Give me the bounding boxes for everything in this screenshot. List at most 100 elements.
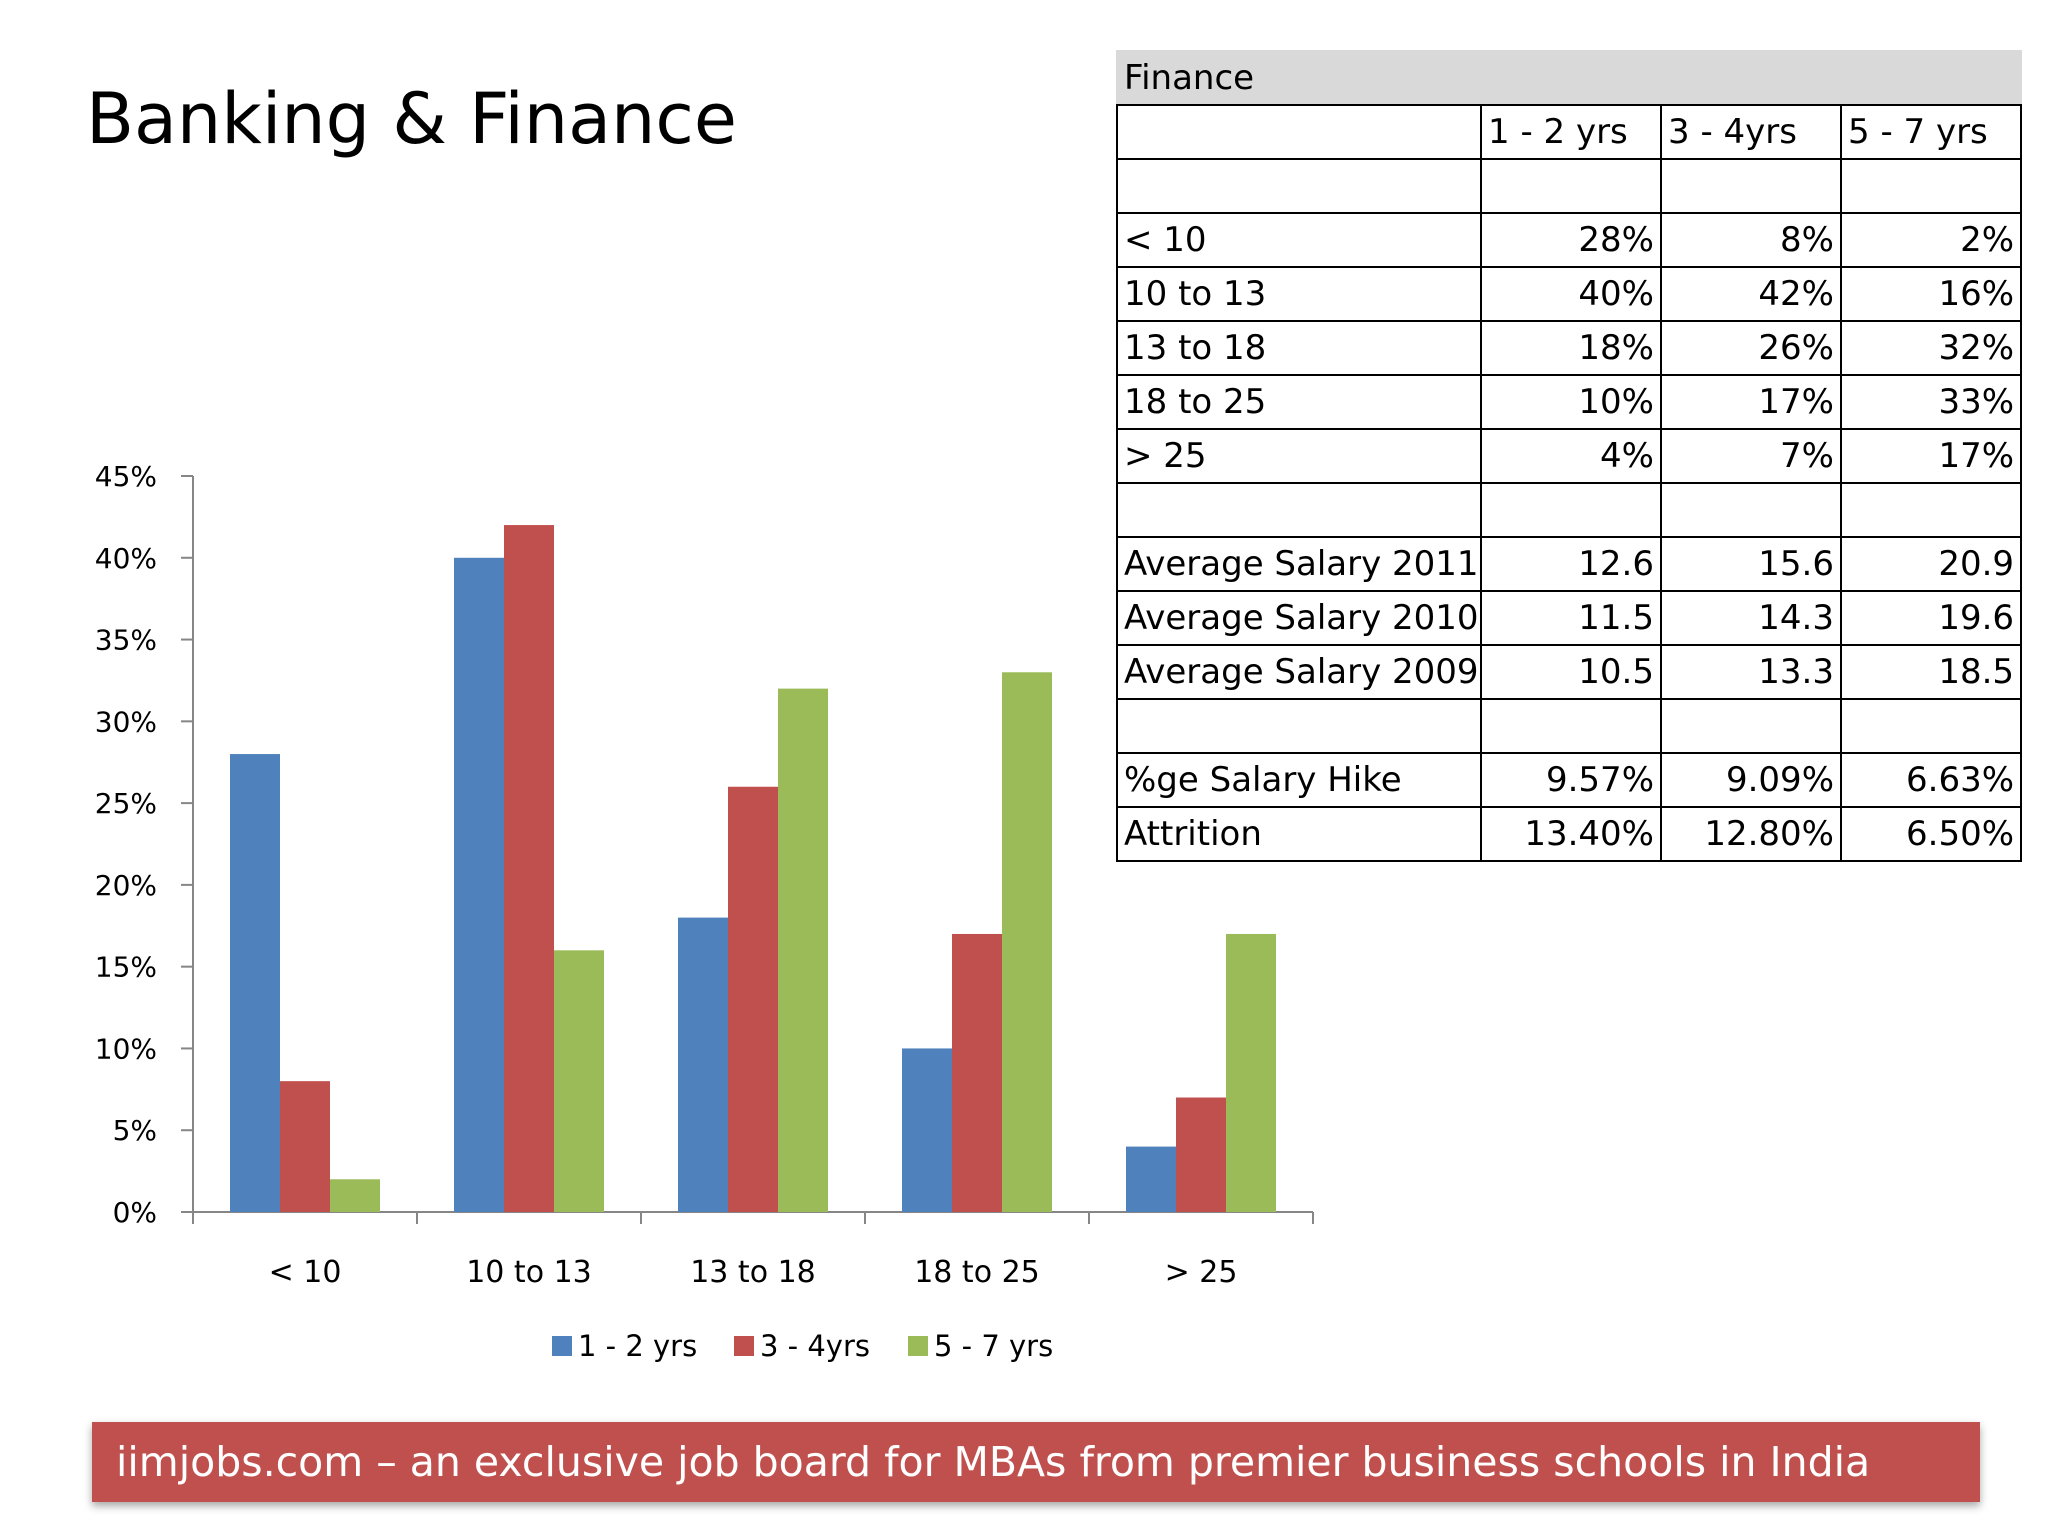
y-tick-label: 40% [95, 542, 157, 575]
table-row [1116, 158, 2023, 214]
bar [1126, 1146, 1176, 1212]
bar [454, 557, 504, 1212]
y-tick-label: 35% [95, 624, 157, 657]
y-tick-label: 20% [95, 869, 157, 902]
table-cell [1660, 482, 1842, 538]
table-cell: 19.6 [1839, 590, 2023, 646]
table-row: 13 to 18 18% 26% 32% [1116, 320, 2023, 376]
finance-table: Finance 1 - 2 yrs 3 - 4yrs 5 - 7 yrs < 1… [1115, 50, 2023, 862]
table-cell [1839, 158, 2023, 214]
legend-label: 1 - 2 yrs [578, 1329, 697, 1363]
bar [330, 1179, 380, 1212]
y-tick-label: 0% [113, 1196, 157, 1229]
table-header-cell: 1 - 2 yrs [1480, 104, 1662, 160]
table-cell: 9.09% [1660, 752, 1842, 808]
bar [1226, 933, 1276, 1212]
table-cell [1480, 158, 1662, 214]
table-cell: 17% [1839, 428, 2023, 484]
bar [230, 754, 280, 1212]
x-tick-label: 13 to 18 [690, 1255, 816, 1290]
legend-swatch [734, 1336, 754, 1356]
legend-swatch [552, 1336, 572, 1356]
table-cell: 18% [1480, 320, 1662, 376]
table-header-row: 1 - 2 yrs 3 - 4yrs 5 - 7 yrs [1116, 104, 2023, 160]
table-cell: 11.5 [1480, 590, 1662, 646]
x-tick-label: < 10 [269, 1255, 342, 1290]
table-cell: 12.80% [1660, 806, 1842, 862]
bar-chart: 0% 5% 10% 15% 20% 25% 30% 35% 40% 45% < 10 10 to 1… [95, 460, 1314, 1363]
table-cell: 13.3 [1660, 644, 1842, 700]
table-title-row: Finance [1115, 50, 2023, 106]
bar [902, 1048, 952, 1212]
table-row: > 25 4% 7% 17% [1116, 428, 2023, 484]
table-cell: 26% [1660, 320, 1842, 376]
bar [728, 786, 778, 1212]
bar [952, 933, 1002, 1212]
bar [504, 525, 554, 1212]
table-row-label: 13 to 18 [1116, 320, 1482, 376]
table-cell: 8% [1660, 212, 1842, 268]
footer-banner: iimjobs.com – an exclusive job board for… [92, 1422, 1980, 1502]
table-header-cell: 3 - 4yrs [1660, 104, 1842, 160]
legend-label: 3 - 4yrs [760, 1329, 870, 1363]
table-cell: 7% [1660, 428, 1842, 484]
table-cell: 33% [1839, 374, 2023, 430]
table-row-label: 10 to 13 [1116, 266, 1482, 322]
table-row [1116, 482, 2023, 538]
table-cell: 9.57% [1480, 752, 1662, 808]
table-cell [1660, 158, 1842, 214]
y-tick-label: 30% [95, 705, 157, 738]
x-tick-label: 10 to 13 [466, 1255, 592, 1290]
table-cell: 18.5 [1839, 644, 2023, 700]
table-row-label: > 25 [1116, 428, 1482, 484]
table-cell: 10.5 [1480, 644, 1662, 700]
y-axis: 0% 5% 10% 15% 20% 25% 30% 35% 40% 45% [95, 460, 194, 1229]
legend-label: 5 - 7 yrs [934, 1329, 1053, 1363]
table-cell [1660, 698, 1842, 754]
table-cell: 42% [1660, 266, 1842, 322]
table-cell [1480, 698, 1662, 754]
table-cell [1839, 698, 2023, 754]
legend: 1 - 2 yrs 3 - 4yrs 5 - 7 yrs [552, 1329, 1053, 1363]
table-header-blank [1116, 104, 1482, 160]
table-cell: 20.9 [1839, 536, 2023, 592]
table-row: 10 to 13 40% 42% 16% [1116, 266, 2023, 322]
y-tick-label: 45% [95, 460, 157, 493]
table-cell: 16% [1839, 266, 2023, 322]
table-cell: 32% [1839, 320, 2023, 376]
slide-title: Banking & Finance [86, 78, 737, 160]
y-tick-label: 5% [113, 1114, 157, 1147]
table-row: Average Salary 2011 12.6 15.6 20.9 [1116, 536, 2023, 592]
y-tick-label: 10% [95, 1032, 157, 1065]
bar [678, 917, 728, 1212]
y-tick-label: 15% [95, 951, 157, 984]
table-cell: 17% [1660, 374, 1842, 430]
bar [280, 1081, 330, 1212]
table-cell: 13.40% [1480, 806, 1662, 862]
x-axis: < 10 10 to 13 13 to 18 18 to 25 > 25 [192, 1211, 1314, 1290]
table-row-label: Average Salary 2011 [1116, 536, 1482, 592]
bar [1002, 672, 1052, 1212]
bar [1176, 1097, 1226, 1212]
x-tick-label: 18 to 25 [914, 1255, 1040, 1290]
table-row-label: %ge Salary Hike [1116, 752, 1482, 808]
bar [778, 688, 828, 1212]
table-cell [1480, 482, 1662, 538]
table-cell: 2% [1839, 212, 2023, 268]
table-row-label: Average Salary 2009 [1116, 644, 1482, 700]
table-cell: 6.63% [1839, 752, 2023, 808]
bars [230, 525, 1276, 1212]
table-row [1116, 698, 2023, 754]
table-row: Average Salary 2010 11.5 14.3 19.6 [1116, 590, 2023, 646]
table-cell: 10% [1480, 374, 1662, 430]
table-cell: 14.3 [1660, 590, 1842, 646]
table-cell [1839, 482, 2023, 538]
table-row-label [1116, 482, 1482, 538]
table-cell: 40% [1480, 266, 1662, 322]
table-header-cell: 5 - 7 yrs [1839, 104, 2023, 160]
table-row: < 10 28% 8% 2% [1116, 212, 2023, 268]
table-row: 18 to 25 10% 17% 33% [1116, 374, 2023, 430]
table-row-label [1116, 698, 1482, 754]
table-row-label: Attrition [1116, 806, 1482, 862]
table-cell: 15.6 [1660, 536, 1842, 592]
